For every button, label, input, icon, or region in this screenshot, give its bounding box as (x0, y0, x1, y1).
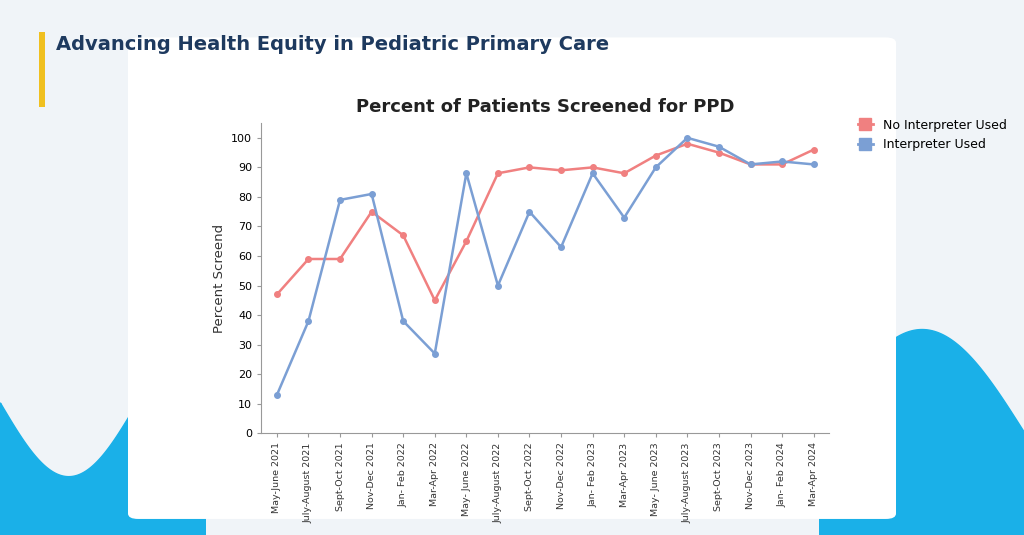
No Interpreter Used (649, 152, 662, 159)
No Interpreter Used (523, 164, 536, 171)
Interpreter Used (302, 318, 314, 324)
Line: Interpreter Used: Interpreter Used (274, 135, 816, 398)
No Interpreter Used (270, 291, 283, 297)
Interpreter Used (618, 215, 631, 221)
No Interpreter Used (302, 256, 314, 262)
No Interpreter Used (808, 147, 820, 153)
Y-axis label: Percent Screend: Percent Screend (213, 224, 225, 333)
No Interpreter Used (681, 141, 693, 147)
Interpreter Used (366, 191, 378, 197)
No Interpreter Used (713, 149, 725, 156)
No Interpreter Used (429, 297, 441, 303)
Interpreter Used (334, 197, 346, 203)
Interpreter Used (776, 158, 788, 165)
Interpreter Used (713, 143, 725, 150)
Interpreter Used (808, 161, 820, 167)
Interpreter Used (397, 318, 410, 324)
No Interpreter Used (460, 238, 472, 244)
No Interpreter Used (397, 232, 410, 239)
No Interpreter Used (587, 164, 599, 171)
Interpreter Used (681, 135, 693, 141)
Interpreter Used (587, 170, 599, 177)
Title: Percent of Patients Screened for PPD: Percent of Patients Screened for PPD (356, 98, 734, 116)
Legend: No Interpreter Used, Interpreter Used: No Interpreter Used, Interpreter Used (853, 114, 1012, 156)
Line: No Interpreter Used: No Interpreter Used (274, 141, 816, 303)
No Interpreter Used (334, 256, 346, 262)
Interpreter Used (649, 164, 662, 171)
No Interpreter Used (776, 161, 788, 167)
Interpreter Used (744, 161, 757, 167)
Interpreter Used (460, 170, 472, 177)
No Interpreter Used (744, 161, 757, 167)
No Interpreter Used (366, 209, 378, 215)
No Interpreter Used (492, 170, 504, 177)
Interpreter Used (492, 282, 504, 289)
Interpreter Used (523, 209, 536, 215)
Text: Advancing Health Equity in Pediatric Primary Care: Advancing Health Equity in Pediatric Pri… (56, 35, 609, 54)
Interpreter Used (270, 392, 283, 398)
Interpreter Used (429, 350, 441, 357)
No Interpreter Used (618, 170, 631, 177)
Interpreter Used (555, 244, 567, 250)
No Interpreter Used (555, 167, 567, 173)
